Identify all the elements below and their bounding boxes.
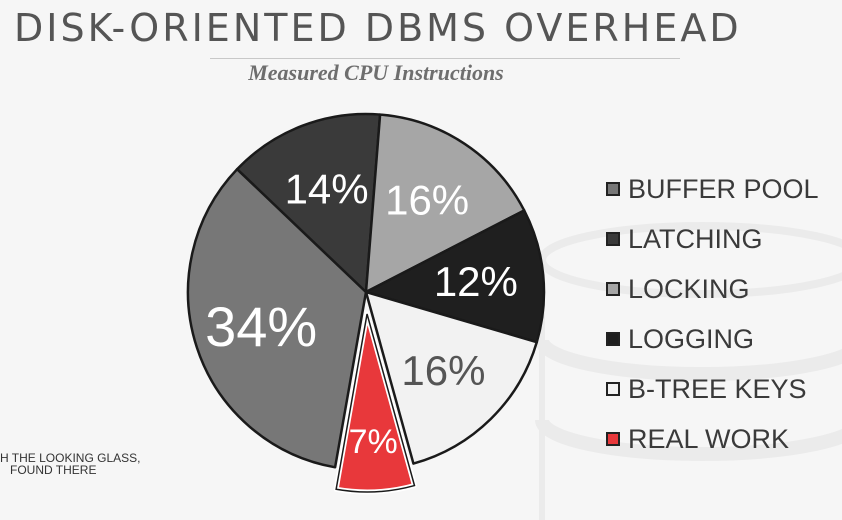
legend-item-locking: LOCKING xyxy=(606,264,819,314)
chart-subtitle: Measured CPU Instructions xyxy=(248,60,504,85)
legend-label: REAL WORK xyxy=(628,423,790,454)
legend-label: B-TREE KEYS xyxy=(628,373,807,404)
pie-slice-outline-real-work xyxy=(335,313,416,493)
legend-label: BUFFER POOL xyxy=(628,173,819,204)
footnote-line-1: H THE LOOKING GLASS, xyxy=(0,451,141,465)
legend-swatch xyxy=(606,382,620,396)
data-label-b-tree-keys: 16% xyxy=(401,347,485,394)
legend-label: LOGGING xyxy=(628,323,755,354)
pie-chart: 7% 34% 14% 16% 12% 16% xyxy=(186,112,546,495)
pie-slice-locking xyxy=(364,113,526,294)
legend-item-b-tree-keys: B-TREE KEYS xyxy=(606,364,819,414)
pie-slice-buffer-pool xyxy=(186,167,368,469)
data-label-logging: 12% xyxy=(434,258,518,305)
legend-item-latching: LATCHING xyxy=(606,214,819,264)
legend-label: LOCKING xyxy=(628,273,750,304)
legend-swatch xyxy=(606,432,620,446)
legend-swatch xyxy=(606,282,620,296)
pie-slice-b-tree-keys xyxy=(364,290,539,465)
title-divider xyxy=(210,58,680,59)
legend-label: LATCHING xyxy=(628,223,763,254)
legend-item-real-work: REAL WORK xyxy=(606,414,819,464)
legend-item-logging: LOGGING xyxy=(606,314,819,364)
data-label-latching: 14% xyxy=(285,165,369,212)
legend-swatch xyxy=(606,232,620,246)
footnote-line-2: FOUND THERE xyxy=(10,463,97,477)
pie-slice-logging xyxy=(364,209,546,344)
legend-item-buffer-pool: BUFFER POOL xyxy=(606,164,819,214)
page-title: DISK-ORIENTED DBMS OVERHEAD xyxy=(14,6,742,50)
legend-swatch xyxy=(606,332,620,346)
pie-slice-latching xyxy=(235,112,382,294)
footnote: H THE LOOKING GLASS, FOUND THERE xyxy=(0,452,140,476)
data-label-locking: 16% xyxy=(385,177,469,224)
chart-legend: BUFFER POOL LATCHING LOCKING LOGGING B-TREE … xyxy=(606,164,819,464)
data-label-real-work: 7% xyxy=(349,423,398,461)
data-label-buffer-pool: 34% xyxy=(205,295,317,358)
legend-swatch xyxy=(606,182,620,196)
